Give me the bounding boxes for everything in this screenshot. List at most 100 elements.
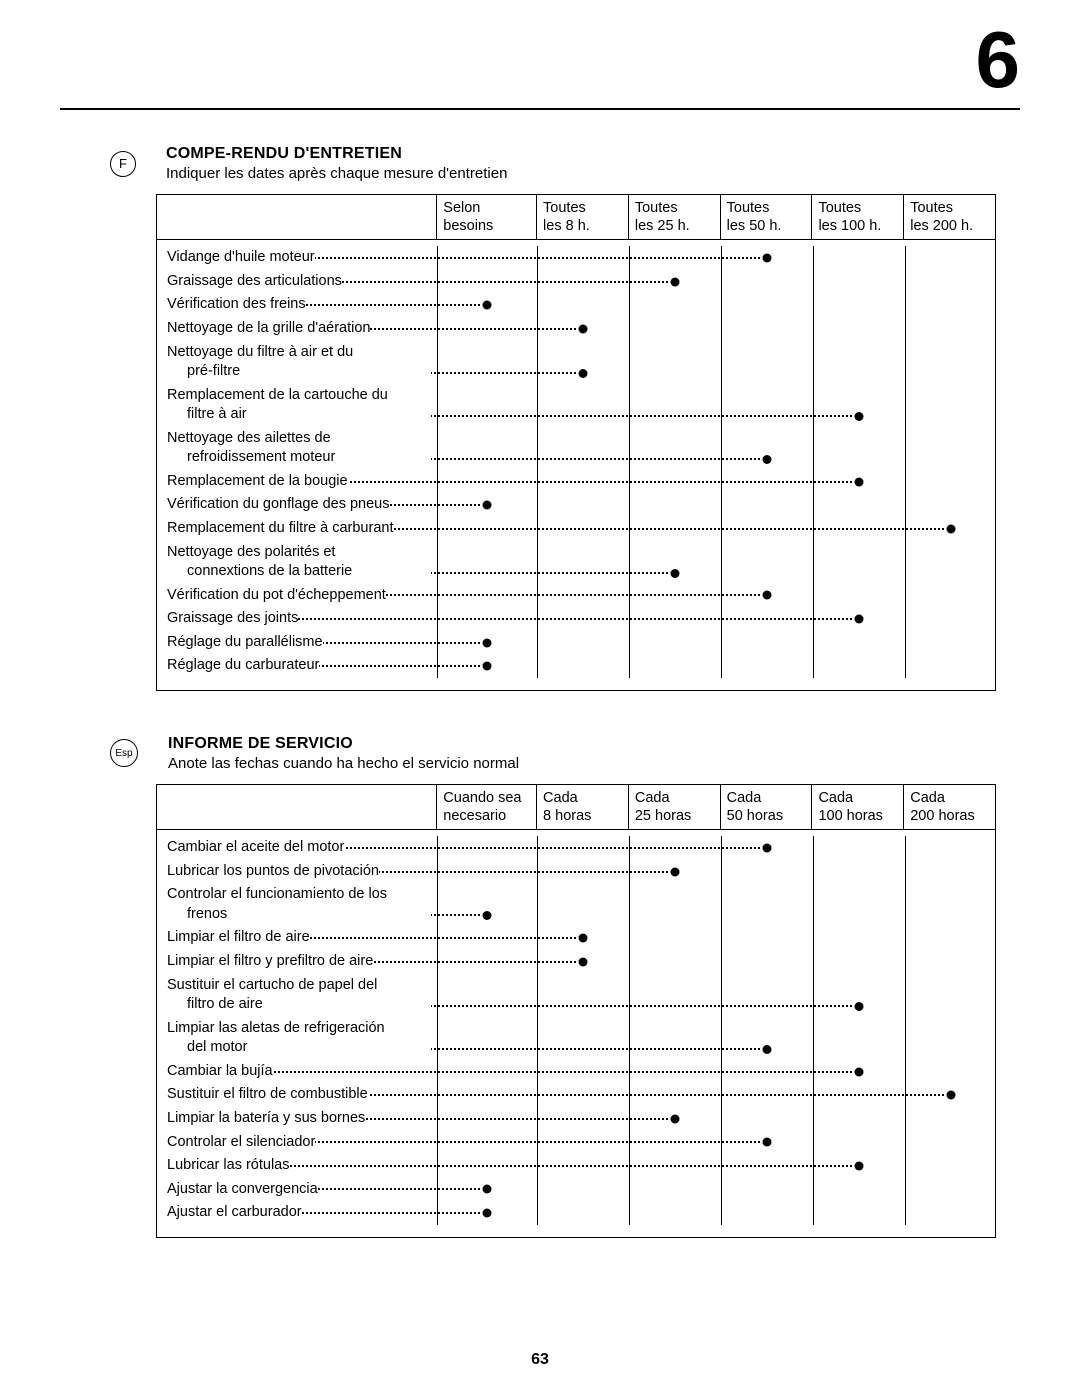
column-border	[905, 1178, 906, 1202]
header-line1: Cada	[818, 789, 897, 807]
header-line1: Cuando sea	[443, 789, 530, 807]
row-label-continuation: connextions de la batterie	[167, 562, 431, 582]
section-title: COMPE-RENDU D'ENTRETIEN	[166, 145, 1000, 163]
column-border	[629, 341, 630, 384]
column-border	[905, 860, 906, 884]
table-row: Nettoyage des ailettes derefroidissement…	[157, 427, 995, 470]
column-border	[437, 950, 438, 974]
bullet-marker	[483, 501, 492, 510]
row-label: Limpiar el filtro de aire	[157, 926, 437, 950]
column-border	[537, 654, 538, 678]
header-line1: Toutes	[727, 199, 806, 217]
table-header-col: Cada200 horas	[903, 785, 995, 829]
row-label-text: Graissage des articulations	[167, 272, 342, 292]
column-border	[721, 493, 722, 517]
bullet-marker	[483, 1208, 492, 1217]
column-border	[721, 654, 722, 678]
column-border	[813, 293, 814, 317]
header-line1: Cada	[910, 789, 989, 807]
column-border	[905, 493, 906, 517]
row-label: Remplacement de la cartouche dufiltre à …	[157, 384, 437, 427]
table-body: Vidange d'huile moteurGraissage des arti…	[157, 240, 995, 690]
language-badge: F	[110, 151, 136, 177]
table-row: Controlar el silenciador	[157, 1131, 995, 1155]
row-label-text: Vérification du pot d'écheppement	[167, 586, 386, 606]
bullet-marker	[579, 369, 588, 378]
header-line1: Cada	[727, 789, 806, 807]
row-label-text: Cambiar la bujía	[167, 1062, 273, 1082]
column-border	[629, 427, 630, 470]
column-border	[813, 950, 814, 974]
header-line2: 200 horas	[910, 807, 989, 825]
table-row: Remplacement de la cartouche dufiltre à …	[157, 384, 995, 427]
column-border	[721, 1178, 722, 1202]
table-row: Vérification du gonflage des pneus	[157, 493, 995, 517]
column-border	[437, 654, 438, 678]
column-border	[905, 1060, 906, 1084]
header-line2: 50 horas	[727, 807, 806, 825]
column-border	[721, 860, 722, 884]
column-border	[437, 1060, 438, 1084]
column-border	[905, 1107, 906, 1131]
row-label-continuation: filtro de aire	[167, 995, 431, 1015]
column-border	[721, 317, 722, 341]
bullet-marker	[763, 843, 772, 852]
column-border	[537, 1201, 538, 1225]
column-border	[905, 883, 906, 926]
row-label: Lubricar los puntos de pivotación	[157, 860, 437, 884]
column-border	[537, 631, 538, 655]
top-rule	[60, 108, 1020, 110]
column-border	[437, 427, 438, 470]
bullet-marker	[483, 1185, 492, 1194]
row-label: Vidange d'huile moteur	[157, 246, 437, 270]
column-border	[629, 493, 630, 517]
table-header-label-col	[157, 195, 436, 239]
bullet-marker	[763, 1045, 772, 1054]
column-border	[813, 1201, 814, 1225]
bullet-marker	[483, 638, 492, 647]
row-label: Vérification du gonflage des pneus	[157, 493, 437, 517]
column-border	[905, 836, 906, 860]
column-border	[437, 1131, 438, 1155]
column-border	[629, 631, 630, 655]
row-label-continuation: filtre à air	[167, 405, 431, 425]
column-border	[721, 631, 722, 655]
column-border	[721, 1201, 722, 1225]
column-border	[437, 470, 438, 494]
table-row: Graissage des joints	[157, 607, 995, 631]
column-border	[721, 1107, 722, 1131]
table-header-label-col	[157, 785, 436, 829]
row-label: Ajustar el carburador	[157, 1201, 437, 1225]
column-border	[537, 493, 538, 517]
table-row: Limpiar el filtro y prefiltro de aire	[157, 950, 995, 974]
column-border	[629, 1154, 630, 1178]
row-label: Réglage du carburateur	[157, 654, 437, 678]
chapter-number: 6	[976, 20, 1021, 100]
table-body: Cambiar el aceite del motorLubricar los …	[157, 830, 995, 1237]
bullet-marker	[947, 1091, 956, 1100]
section-header: FCOMPE-RENDU D'ENTRETIENIndiquer les dat…	[110, 145, 1000, 182]
header-line1: Toutes	[543, 199, 622, 217]
bullet-marker	[483, 662, 492, 671]
row-label-continuation: pré-filtre	[167, 362, 431, 382]
row-label-text: Limpiar el filtro de aire	[167, 928, 310, 948]
bullet-marker	[855, 1161, 864, 1170]
bullet-marker	[579, 324, 588, 333]
row-label-text: Ajustar el carburador	[167, 1203, 302, 1223]
section-french: FCOMPE-RENDU D'ENTRETIENIndiquer les dat…	[110, 145, 1000, 691]
column-border	[905, 470, 906, 494]
column-border	[905, 950, 906, 974]
column-border	[629, 1131, 630, 1155]
column-border	[537, 1178, 538, 1202]
row-label-continuation: refroidissement moteur	[167, 448, 431, 468]
column-border	[905, 926, 906, 950]
row-label: Nettoyage du filtre à air et dupré-filtr…	[157, 341, 437, 384]
column-border	[537, 836, 538, 860]
row-label-continuation: frenos	[167, 905, 431, 925]
header-line1: Toutes	[818, 199, 897, 217]
header-line1: Cada	[635, 789, 714, 807]
column-border	[629, 270, 630, 294]
table-header-col: Cada50 horas	[720, 785, 812, 829]
column-border	[721, 883, 722, 926]
header-line2: les 50 h.	[727, 217, 806, 235]
